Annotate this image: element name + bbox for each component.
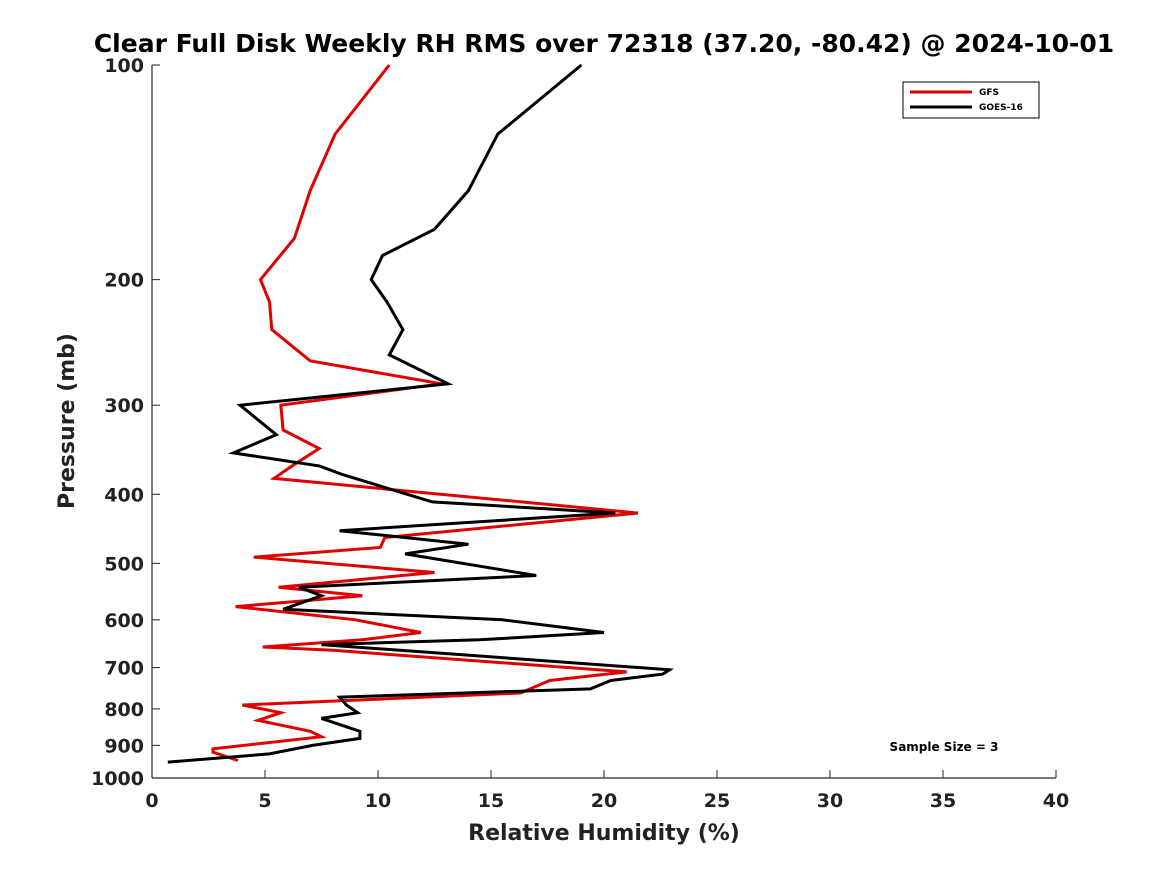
y-axis-ticks: 100 200 300 400 500 600 700 800 900 1000 xyxy=(91,55,160,790)
x-tick-label: 20 xyxy=(591,790,617,812)
x-tick-label: 10 xyxy=(365,790,391,812)
series-line-goes-16 xyxy=(167,63,675,764)
sample-size-annotation: Sample Size = 3 xyxy=(890,740,999,754)
x-tick-label: 0 xyxy=(145,790,158,812)
series-line-gfs xyxy=(211,64,639,762)
x-tick-label: 30 xyxy=(817,790,843,812)
legend: GFS GOES-16 xyxy=(902,81,1040,119)
y-tick-label: 200 xyxy=(104,270,144,292)
y-tick-label: 900 xyxy=(104,735,144,757)
y-axis-label: Pressure (mb) xyxy=(55,333,80,509)
series-lines xyxy=(167,63,675,764)
y-tick-label: 1000 xyxy=(91,768,144,790)
y-tick-label: 800 xyxy=(104,699,144,721)
x-tick-label: 35 xyxy=(930,790,956,812)
legend-box xyxy=(902,81,1040,119)
x-tick-label: 40 xyxy=(1043,790,1069,812)
y-tick-label: 100 xyxy=(104,55,144,77)
legend-label-gfs: GFS xyxy=(979,88,999,98)
x-axis-label: Relative Humidity (%) xyxy=(468,821,740,846)
y-tick-label: 400 xyxy=(104,484,144,506)
y-tick-label: 300 xyxy=(104,395,144,417)
x-tick-label: 25 xyxy=(704,790,730,812)
chart-title: Clear Full Disk Weekly RH RMS over 72318… xyxy=(94,29,1114,58)
y-tick-label: 600 xyxy=(104,610,144,632)
legend-label-goes-16: GOES-16 xyxy=(979,103,1023,113)
x-tick-label: 15 xyxy=(478,790,504,812)
y-tick-label: 700 xyxy=(104,658,144,680)
x-axis-ticks: 0 5 10 15 20 25 30 35 40 xyxy=(145,770,1069,812)
x-tick-label: 5 xyxy=(258,790,271,812)
y-tick-label: 500 xyxy=(104,553,144,575)
